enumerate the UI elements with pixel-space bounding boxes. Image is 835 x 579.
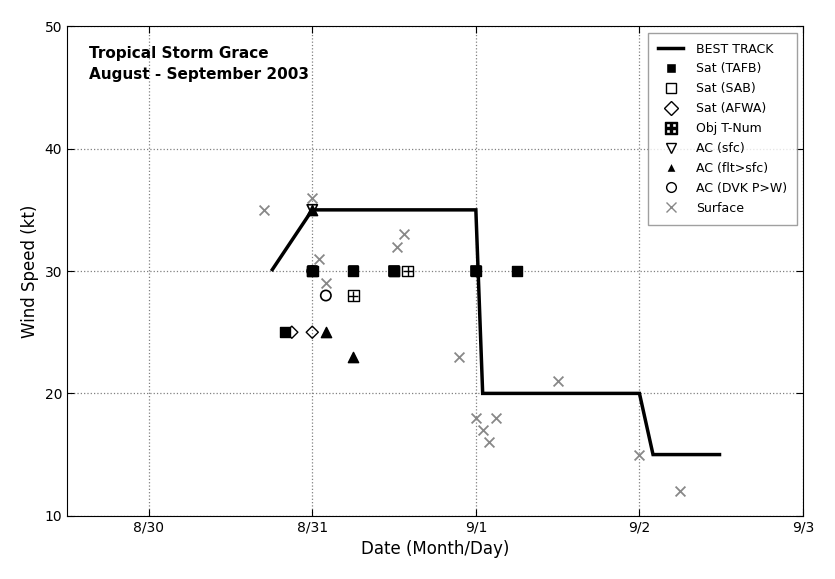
- Point: [347, 266, 360, 276]
- Point: [347, 291, 360, 300]
- Point: [319, 291, 332, 300]
- Point: [306, 266, 319, 276]
- Point: [387, 266, 401, 276]
- Point: [312, 254, 326, 263]
- Point: [674, 486, 687, 496]
- Point: [306, 205, 319, 214]
- Point: [391, 242, 404, 251]
- X-axis label: Date (Month/Day): Date (Month/Day): [361, 540, 509, 558]
- Point: [306, 266, 319, 276]
- Point: [469, 413, 483, 423]
- Point: [306, 193, 319, 202]
- Point: [469, 266, 483, 276]
- Point: [306, 328, 319, 337]
- Legend: BEST TRACK, Sat (TAFB), Sat (SAB), Sat (AFWA), Obj T-Num, AC (sfc), AC (flt>sfc): BEST TRACK, Sat (TAFB), Sat (SAB), Sat (…: [648, 32, 797, 225]
- Point: [285, 328, 298, 337]
- Point: [306, 266, 319, 276]
- Y-axis label: Wind Speed (kt): Wind Speed (kt): [21, 204, 39, 338]
- Point: [489, 413, 503, 423]
- Point: [633, 450, 646, 459]
- Point: [551, 376, 564, 386]
- Point: [453, 352, 466, 361]
- Point: [483, 438, 496, 447]
- Point: [510, 266, 524, 276]
- Point: [306, 266, 319, 276]
- Text: Tropical Storm Grace
August - September 2003: Tropical Storm Grace August - September …: [89, 46, 309, 82]
- Point: [347, 291, 360, 300]
- Point: [347, 352, 360, 361]
- Point: [387, 266, 401, 276]
- Point: [306, 266, 319, 276]
- Point: [476, 426, 489, 435]
- Point: [319, 328, 332, 337]
- Point: [387, 266, 401, 276]
- Point: [401, 266, 414, 276]
- Point: [387, 266, 401, 276]
- Point: [258, 205, 271, 214]
- Point: [347, 266, 360, 276]
- Point: [401, 266, 414, 276]
- Point: [469, 266, 483, 276]
- Point: [397, 230, 411, 239]
- Point: [306, 205, 319, 214]
- Point: [319, 278, 332, 288]
- Point: [278, 328, 291, 337]
